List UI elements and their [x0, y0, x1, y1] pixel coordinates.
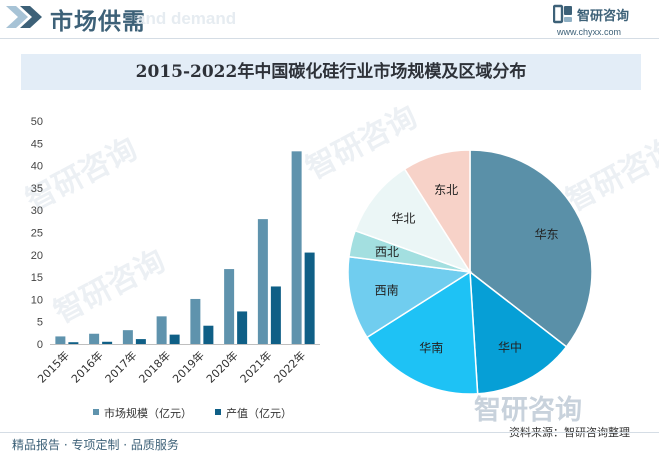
header-divider	[0, 38, 659, 39]
bar-output	[102, 341, 113, 344]
bar-market-size	[257, 219, 268, 344]
legend-label: 产值（亿元）	[226, 406, 292, 420]
x-tick-label: 2016年	[68, 348, 105, 385]
bar-market-size	[122, 330, 133, 344]
pie-slice	[354, 167, 472, 274]
x-tick-label: 2019年	[170, 348, 207, 385]
x-tick-label: 2015年	[35, 348, 72, 385]
bar-output	[304, 252, 315, 344]
bar-market-size	[190, 298, 201, 344]
pie-slice-label: 西北	[375, 245, 399, 259]
bar-market-size	[89, 333, 100, 344]
bar-output	[237, 311, 248, 344]
x-tick-label: 2022年	[271, 348, 308, 385]
legend-swatch	[215, 409, 221, 415]
y-tick-label: 10	[31, 294, 43, 306]
brand-name: 智研咨询	[577, 9, 630, 24]
bar-output	[135, 339, 146, 344]
chart-title: 2015-2022年中国碳化硅行业市场规模及区域分布	[135, 62, 527, 82]
bar-market-size	[55, 336, 66, 344]
y-tick-label: 0	[37, 339, 43, 351]
y-tick-label: 5	[37, 317, 43, 329]
footer-divider	[0, 432, 659, 433]
legend-label: 市场规模（亿元）	[104, 406, 192, 420]
pie-slice	[365, 270, 479, 395]
page-header: 市场供需 and demand 智研咨询 www.chyxx.com	[0, 0, 659, 46]
pie-slice	[403, 149, 471, 275]
section-subtitle-ghost: and demand	[136, 9, 237, 28]
y-tick-label: 45	[31, 138, 43, 150]
double-chevron-icon	[6, 6, 42, 28]
bar-market-size	[156, 316, 167, 344]
pie-slice	[469, 149, 593, 348]
chart-title-bar: 2015-2022年中国碳化硅行业市场规模及区域分布	[21, 54, 641, 90]
pie-slice-label: 西南	[375, 283, 399, 298]
pie-slice-label: 华南	[419, 340, 443, 355]
bar-output	[203, 325, 214, 344]
x-tick-label: 2021年	[237, 348, 274, 385]
bar-output	[68, 342, 79, 344]
y-tick-label: 15	[31, 272, 43, 284]
bar-market-size	[224, 269, 235, 344]
pie-slice-label: 华北	[391, 212, 415, 226]
y-tick-label: 25	[31, 228, 43, 240]
brand-watermark: 智研咨询	[474, 388, 582, 427]
pie-slice	[469, 270, 568, 395]
x-tick-label: 2018年	[136, 348, 173, 385]
y-tick-label: 35	[31, 183, 43, 195]
y-tick-label: 40	[31, 161, 43, 173]
bar-chart: 0 5 10 15 20 25 30 35 40 45 50 2015年2016年2017年2018年…	[31, 116, 320, 420]
y-tick-label: 50	[31, 116, 43, 128]
brand-watermark-text: 智研咨询	[474, 395, 582, 426]
legend-swatch	[93, 409, 99, 415]
pie-slice-label: 华中	[498, 339, 522, 354]
pie-slice	[347, 255, 473, 339]
pie-slice-label: 华东	[535, 227, 559, 241]
bar-market-size	[291, 151, 302, 344]
bar-output	[270, 286, 281, 344]
footer-slogan: 精品报告 · 专项定制 · 品质服务	[12, 438, 179, 452]
brand-logo-icon	[553, 4, 572, 24]
pie-slice-label: 东北	[434, 183, 458, 197]
brand-url: www.chyxx.com	[557, 27, 622, 37]
y-tick-label: 30	[31, 205, 43, 217]
section-title: 市场供需	[50, 9, 146, 35]
y-tick-label: 20	[31, 250, 43, 262]
x-tick-label: 2017年	[102, 348, 139, 385]
x-tick-label: 2020年	[203, 348, 240, 385]
bar-output	[169, 334, 180, 344]
